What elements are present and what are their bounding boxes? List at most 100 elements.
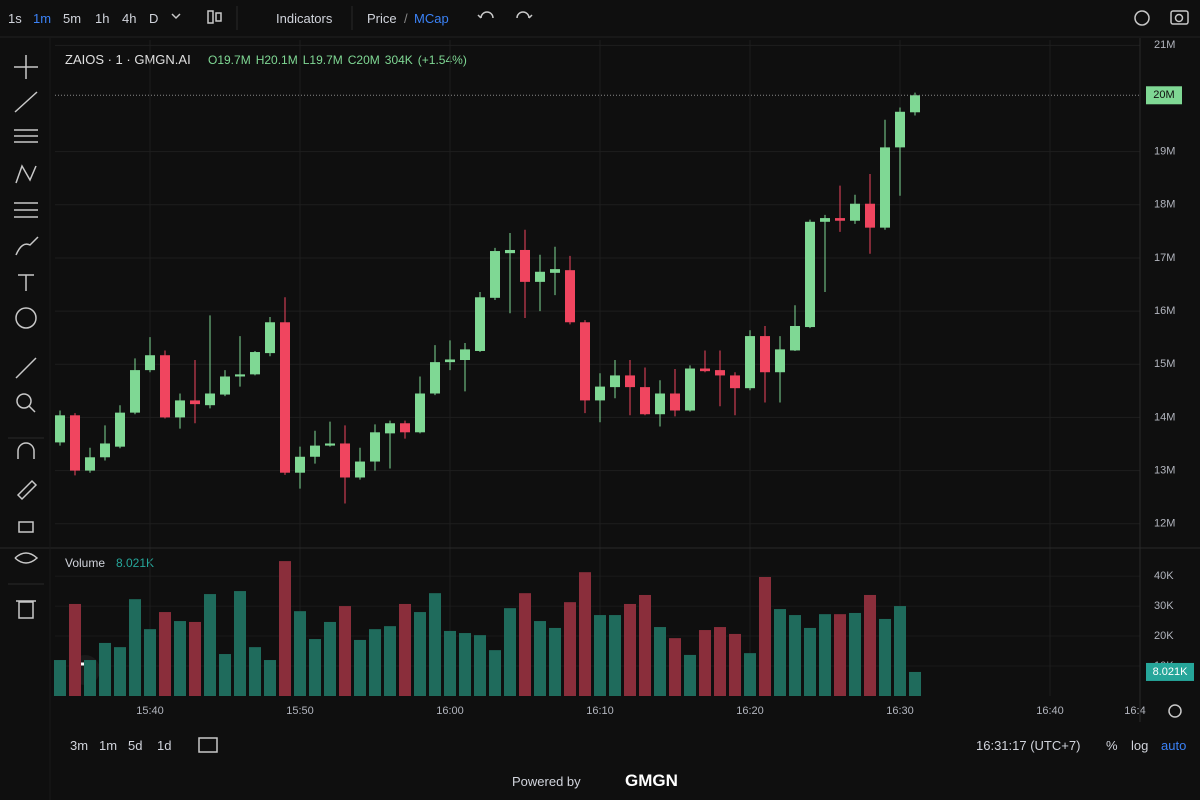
range[interactable]: 1m bbox=[99, 738, 118, 753]
log-toggle[interactable]: log bbox=[1131, 738, 1149, 753]
volume-bar bbox=[804, 627, 816, 696]
grid bbox=[55, 40, 1140, 696]
volume-bar bbox=[489, 650, 501, 696]
indicators-button[interactable]: Indicators bbox=[276, 11, 333, 26]
settings-icon[interactable] bbox=[1168, 704, 1182, 718]
percent-toggle[interactable]: % bbox=[1106, 738, 1118, 753]
volume-bar bbox=[699, 630, 711, 696]
candle-body bbox=[910, 95, 920, 113]
volume-bar bbox=[189, 621, 201, 696]
candle-body bbox=[295, 456, 305, 473]
candle-body bbox=[595, 386, 605, 401]
volume-bar bbox=[624, 603, 636, 696]
volume-bar bbox=[249, 647, 261, 696]
candle-body bbox=[865, 203, 875, 228]
volume-bar bbox=[759, 576, 771, 696]
candle-body bbox=[580, 322, 590, 401]
candle-body bbox=[880, 147, 890, 228]
volume-bar bbox=[654, 627, 666, 696]
volume-bar bbox=[339, 606, 351, 696]
volume-bar bbox=[834, 614, 846, 696]
tv-logo bbox=[70, 655, 100, 685]
volume-bar bbox=[114, 647, 126, 696]
candle-body bbox=[805, 221, 815, 328]
volume-bar bbox=[639, 594, 651, 696]
volume-bar bbox=[324, 621, 336, 696]
volume-bar bbox=[384, 626, 396, 696]
range[interactable]: 1d bbox=[157, 738, 172, 753]
timeframe[interactable]: 1m bbox=[33, 11, 52, 26]
volume-badge bbox=[1146, 662, 1194, 681]
clock: 16:31:17 (UTC+7) bbox=[976, 738, 1081, 753]
timeframe[interactable]: 4h bbox=[122, 11, 137, 26]
volume-bar bbox=[174, 621, 186, 696]
symbol-title: ZAIOS · 1 · GMGN.AI bbox=[65, 52, 191, 67]
timeframe[interactable]: 1s bbox=[8, 11, 22, 26]
x-tick-label: 15:50 bbox=[286, 705, 314, 717]
volume-bar bbox=[294, 611, 306, 696]
volume-bar bbox=[84, 660, 96, 696]
legend-item: C20M bbox=[347, 53, 380, 67]
candle-body bbox=[775, 349, 785, 373]
volume-bar bbox=[474, 635, 486, 696]
legend-item: L19.7M bbox=[302, 53, 343, 67]
candle-body bbox=[265, 322, 275, 354]
candle-body bbox=[535, 271, 545, 282]
price-toggle[interactable]: Price bbox=[367, 11, 397, 26]
mcap-toggle[interactable]: MCap bbox=[414, 11, 449, 26]
left-tools[interactable] bbox=[8, 55, 44, 619]
legend-item: H20.1M bbox=[255, 53, 298, 67]
candle-body bbox=[160, 355, 170, 418]
volume-bar bbox=[309, 639, 321, 696]
timeframe[interactable]: D bbox=[149, 11, 159, 26]
y-tick-label: 14M bbox=[1154, 411, 1175, 423]
candle-body bbox=[745, 336, 755, 389]
volume-bar bbox=[264, 660, 276, 696]
candle-body bbox=[490, 251, 500, 298]
candle-body bbox=[790, 325, 800, 351]
candle-body bbox=[145, 355, 155, 371]
legend-item: O19.7M bbox=[208, 53, 251, 67]
range[interactable]: 3m bbox=[70, 738, 89, 753]
volume-bar bbox=[234, 591, 246, 696]
candle-body bbox=[220, 376, 230, 395]
volume-bar bbox=[564, 602, 576, 696]
auto-toggle[interactable]: auto bbox=[1161, 738, 1187, 753]
volume-bar bbox=[159, 612, 171, 696]
volume-bar bbox=[429, 593, 441, 696]
volume-bar bbox=[609, 615, 621, 696]
y-tick-label: 17M bbox=[1154, 252, 1175, 264]
candle-body bbox=[655, 393, 665, 415]
timeframe[interactable]: 5m bbox=[63, 11, 82, 26]
y-tick-label: 19M bbox=[1154, 146, 1175, 158]
x-tick-label: 16:30 bbox=[886, 705, 914, 717]
volume-bar bbox=[129, 599, 141, 696]
legend-item: 304K bbox=[384, 53, 413, 67]
candle-body bbox=[130, 370, 140, 413]
candle-body bbox=[895, 111, 905, 148]
date-range-icon[interactable] bbox=[198, 737, 218, 753]
volume-bar bbox=[879, 618, 891, 696]
volume-bar bbox=[204, 594, 216, 696]
range[interactable]: 5d bbox=[128, 738, 143, 753]
volume-bar bbox=[819, 614, 831, 696]
candle-body bbox=[415, 393, 425, 433]
candle-body bbox=[355, 461, 365, 478]
timeframe[interactable]: 1h bbox=[95, 11, 110, 26]
volume-bar bbox=[684, 654, 696, 696]
y-tick-label: 15M bbox=[1154, 358, 1175, 370]
candle-body bbox=[670, 393, 680, 411]
candle-body bbox=[850, 203, 860, 221]
last-price-badge bbox=[1146, 86, 1182, 105]
volume-bar bbox=[714, 627, 726, 696]
x-tick-label: 16:00 bbox=[436, 705, 464, 717]
candle-body bbox=[250, 352, 260, 375]
volume-bar bbox=[534, 621, 546, 696]
volume-last: 8.021K bbox=[116, 556, 155, 570]
powered-by: Powered by bbox=[512, 774, 581, 789]
volume-bar bbox=[444, 630, 456, 696]
candle-body bbox=[190, 400, 200, 405]
x-tick-label: 16:20 bbox=[736, 705, 764, 717]
volume-bar bbox=[789, 615, 801, 696]
